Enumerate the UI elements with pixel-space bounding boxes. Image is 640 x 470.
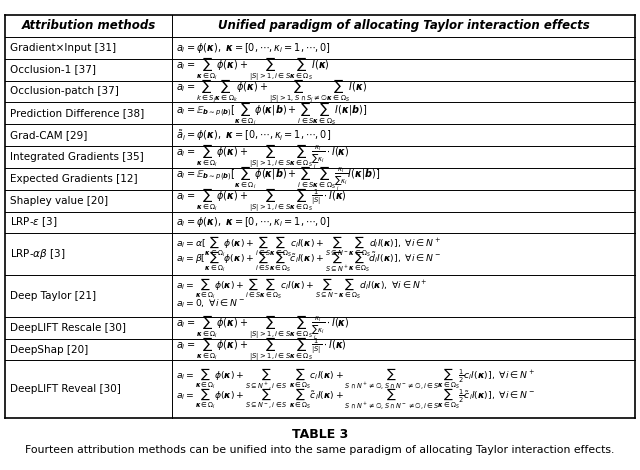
Text: Grad-CAM [29]: Grad-CAM [29]	[10, 130, 88, 140]
Text: Expected Gradients [12]: Expected Gradients [12]	[10, 174, 138, 184]
Text: TABLE 3: TABLE 3	[292, 428, 348, 440]
Text: Prediction Difference [38]: Prediction Difference [38]	[10, 108, 144, 118]
Text: $a_i = \sum_{k\in S_j} \sum_{\boldsymbol{\kappa} \in \Omega_k} \phi(\boldsymbol{: $a_i = \sum_{k\in S_j} \sum_{\boldsymbol…	[176, 78, 367, 105]
Text: Integrated Gradients [35]: Integrated Gradients [35]	[10, 152, 144, 162]
Text: $a_i = \phi(\boldsymbol{\kappa}),\ \boldsymbol{\kappa} = [0, \cdots, \kappa_i = : $a_i = \phi(\boldsymbol{\kappa}),\ \bold…	[176, 41, 331, 55]
Text: $a_i = \sum_{\boldsymbol{\kappa} \in \Omega_i} \phi(\boldsymbol{\kappa}) + \sum_: $a_i = \sum_{\boldsymbol{\kappa} \in \Om…	[176, 387, 535, 412]
Text: $a_i = \sum_{\boldsymbol{\kappa} \in \Omega_i} \phi(\boldsymbol{\kappa}) + \sum_: $a_i = \sum_{\boldsymbol{\kappa} \in \Om…	[176, 187, 347, 214]
Text: $a_i = \sum_{\boldsymbol{\kappa} \in \Omega_i} \phi(\boldsymbol{\kappa}) + \sum_: $a_i = \sum_{\boldsymbol{\kappa} \in \Om…	[176, 336, 347, 363]
Text: Deep Taylor [21]: Deep Taylor [21]	[10, 291, 96, 301]
Text: $a_i = \sum_{\boldsymbol{\kappa} \in \Omega_i} \phi(\boldsymbol{\kappa}) + \sum_: $a_i = \sum_{\boldsymbol{\kappa} \in \Om…	[176, 276, 428, 301]
Text: Unified paradigm of allocating Taylor interaction effects: Unified paradigm of allocating Taylor in…	[218, 19, 589, 32]
Text: $a_i = \alpha[\sum_{\boldsymbol{\kappa} \in \Omega_i} \phi(\boldsymbol{\kappa}) : $a_i = \alpha[\sum_{\boldsymbol{\kappa} …	[176, 235, 441, 259]
Text: $a_i = \sum_{\boldsymbol{\kappa} \in \Omega_i} \phi(\boldsymbol{\kappa}) + \sum_: $a_i = \sum_{\boldsymbol{\kappa} \in \Om…	[176, 313, 349, 342]
Text: Fourteen attribution methods can be unified into the same paradigm of allocating: Fourteen attribution methods can be unif…	[26, 445, 614, 455]
Text: Occlusion-1 [37]: Occlusion-1 [37]	[10, 64, 96, 75]
Text: DeepLIFT Reveal [30]: DeepLIFT Reveal [30]	[10, 384, 121, 394]
Text: $a_i = \mathbb{E}_{\boldsymbol{b}\sim p(\boldsymbol{b})}[\sum_{\boldsymbol{\kapp: $a_i = \mathbb{E}_{\boldsymbol{b}\sim p(…	[176, 164, 380, 193]
Text: $a_i = 0,\ \forall i\in N^-$: $a_i = 0,\ \forall i\in N^-$	[176, 297, 245, 310]
Text: DeepShap [20]: DeepShap [20]	[10, 345, 88, 354]
Text: $\tilde{a}_i = \phi(\boldsymbol{\kappa}),\ \boldsymbol{\kappa} = [0, \cdots, \ka: $\tilde{a}_i = \phi(\boldsymbol{\kappa})…	[176, 128, 331, 142]
Text: $a_i = \sum_{\boldsymbol{\kappa} \in \Omega_i} \phi(\boldsymbol{\kappa}) + \sum_: $a_i = \sum_{\boldsymbol{\kappa} \in \Om…	[176, 143, 349, 171]
Text: Occlusion-patch [37]: Occlusion-patch [37]	[10, 86, 119, 96]
Text: $a_i = \sum_{\boldsymbol{\kappa} \in \Omega_i} \phi(\boldsymbol{\kappa}) + \sum_: $a_i = \sum_{\boldsymbol{\kappa} \in \Om…	[176, 56, 330, 83]
Text: $a_i = \mathbb{E}_{\boldsymbol{b}\sim p(\boldsymbol{b})}[\sum_{\boldsymbol{\kapp: $a_i = \mathbb{E}_{\boldsymbol{b}\sim p(…	[176, 100, 367, 126]
Text: Attribution methods: Attribution methods	[21, 19, 156, 32]
Text: $a_i = \phi(\boldsymbol{\kappa}),\ \boldsymbol{\kappa} = [0, \cdots, \kappa_i = : $a_i = \phi(\boldsymbol{\kappa}),\ \bold…	[176, 215, 331, 229]
Text: $a_i = \beta[\sum_{\boldsymbol{\kappa} \in \Omega_i} \phi(\boldsymbol{\kappa}) +: $a_i = \beta[\sum_{\boldsymbol{\kappa} \…	[176, 250, 441, 274]
Text: Gradient×Input [31]: Gradient×Input [31]	[10, 43, 116, 53]
Text: DeepLIFT Rescale [30]: DeepLIFT Rescale [30]	[10, 323, 126, 333]
Text: LRP-$\epsilon$ [3]: LRP-$\epsilon$ [3]	[10, 216, 58, 229]
Text: Shapley value [20]: Shapley value [20]	[10, 196, 108, 205]
Text: $a_i = \sum_{\boldsymbol{\kappa} \in \Omega_i} \phi(\boldsymbol{\kappa}) + \sum_: $a_i = \sum_{\boldsymbol{\kappa} \in \Om…	[176, 366, 535, 392]
Text: LRP-$\alpha\beta$ [3]: LRP-$\alpha\beta$ [3]	[10, 247, 66, 261]
